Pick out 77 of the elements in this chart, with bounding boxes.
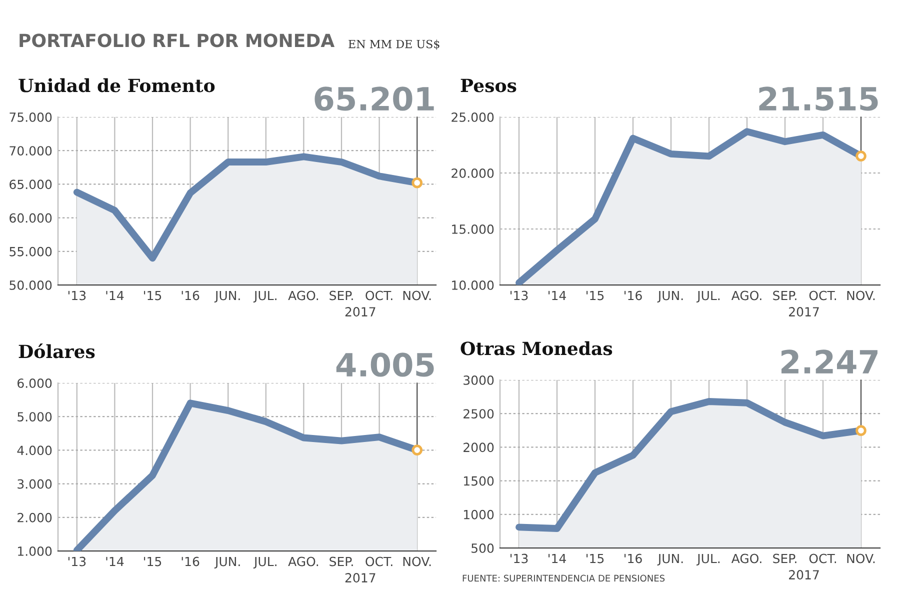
x-tick-label: NOV.	[847, 554, 875, 564]
y-tick-label: 75.000	[10, 112, 52, 122]
y-tick-label: 4.000	[17, 446, 52, 456]
x-tick-label: '15	[144, 556, 162, 566]
y-tick-label: 25.000	[452, 112, 494, 122]
y-tick-label: 500	[472, 543, 494, 553]
x-tick-label: OCT.	[366, 556, 392, 566]
y-tick-label: 70.000	[10, 146, 52, 156]
y-tick-label: 50.000	[10, 280, 52, 290]
x-tick-label: SEP.	[773, 290, 796, 300]
x-tick-label: JUN.	[657, 554, 683, 566]
x-tick-label: '13	[510, 554, 528, 564]
y-tick-label: 60.000	[10, 213, 52, 223]
x-tick-label: '15	[586, 290, 604, 300]
text: 2017	[789, 570, 819, 580]
x-tick-label: SEP.	[330, 556, 353, 566]
chart-title: Pesos	[460, 78, 516, 92]
x-tick-label: JUL.	[696, 290, 720, 303]
x-tick-label: '15	[586, 554, 604, 564]
y-tick-label: 2.000	[18, 512, 52, 522]
x-tick-label: NOV.	[847, 290, 875, 300]
x-tick-label: JUN.	[214, 290, 240, 303]
text: 2017	[345, 573, 376, 583]
x-tick-label: AGO.	[731, 554, 762, 564]
chart-title: Dólares	[18, 344, 95, 358]
x-tick-label: NOV.	[403, 290, 431, 300]
x-tick-label: JUN.	[214, 556, 240, 569]
x-tick-label: '13	[68, 290, 86, 300]
x-tick-label: SEP.	[330, 290, 353, 300]
x-tick-label: '14	[548, 290, 566, 300]
x-tick-label: '13	[68, 556, 86, 566]
x-tick-label: '14	[106, 556, 124, 566]
x-tick-label: AGO.	[731, 290, 762, 300]
x-tick-label: '16	[624, 554, 642, 564]
x-tick-label: SEP.	[773, 554, 796, 564]
y-tick-label: 3.000	[18, 479, 52, 489]
y-tick-label: 10.000	[452, 280, 494, 290]
y-tick-label: 6.000	[18, 378, 52, 388]
x-tick-label: OCT.	[809, 554, 836, 564]
text: 2017	[789, 307, 819, 317]
text: PORTAFOLIO RFL POR MONEDA	[20, 34, 335, 48]
x-tick-label: NOV.	[403, 556, 431, 566]
x-tick-label: AGO.	[288, 556, 318, 566]
y-tick-label: 65.000	[10, 180, 52, 190]
data-label: 21.515	[759, 86, 878, 111]
text: EN MM DE US$	[348, 40, 440, 50]
x-tick-label: '13	[510, 290, 528, 300]
data-label: 4.005	[336, 352, 434, 377]
x-tick-label: OCT.	[366, 290, 392, 300]
x-tick-label: '14	[548, 554, 566, 564]
y-tick-label: 1.000	[18, 546, 52, 556]
x-tick-label: '14	[106, 290, 124, 300]
x-tick-label: OCT.	[809, 290, 836, 300]
y-tick-label: 1500	[464, 476, 494, 486]
data-label: 65.201	[314, 86, 434, 111]
x-tick-label: JUN.	[657, 290, 683, 303]
y-tick-label: 55.000	[10, 246, 52, 256]
x-tick-label: '16	[182, 290, 200, 300]
y-tick-label: 15.000	[452, 224, 494, 234]
data-label: 2.247	[781, 350, 878, 374]
text: 2017	[345, 307, 376, 317]
x-tick-label: AGO.	[288, 290, 318, 300]
x-tick-label: '15	[144, 290, 162, 300]
chart-title: Otras Monedas	[460, 341, 612, 356]
x-tick-label: '16	[182, 556, 200, 566]
x-tick-label: JUL.	[253, 290, 276, 303]
source-note: FUENTE: SUPERINTENDENCIA DE PENSIONES	[462, 574, 665, 582]
y-tick-label: 5.000	[18, 412, 52, 422]
x-tick-label: JUL.	[696, 554, 720, 566]
x-tick-label: '16	[624, 290, 642, 300]
y-tick-label: 2000	[464, 442, 494, 452]
chart-title: Unidad de Fomento	[18, 78, 215, 92]
y-tick-label: 20.000	[452, 168, 494, 178]
x-tick-label: JUL.	[253, 556, 276, 569]
y-tick-label: 1000	[464, 510, 494, 520]
y-tick-label: 3000	[464, 375, 494, 385]
y-tick-label: 2500	[464, 409, 494, 419]
